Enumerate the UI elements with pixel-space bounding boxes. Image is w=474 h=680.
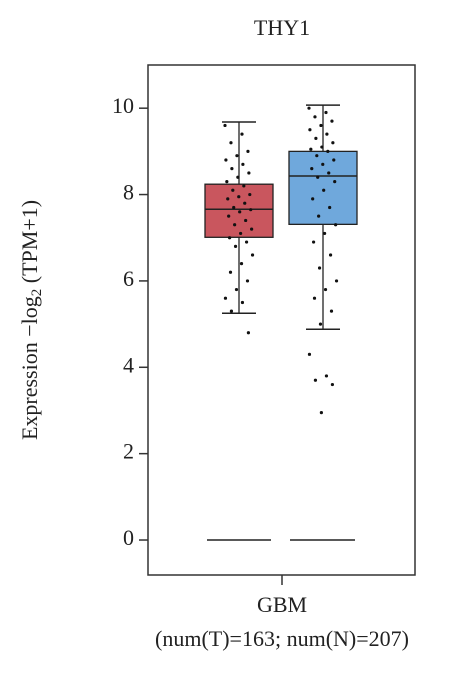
- y-tick-label: 10: [112, 93, 134, 118]
- y-tick-label: 2: [123, 439, 134, 464]
- data-point: [312, 296, 317, 300]
- subtitle: (num(T)=163; num(N)=207): [155, 626, 409, 651]
- data-point: [307, 106, 311, 110]
- data-point: [331, 141, 335, 145]
- data-point: [250, 227, 254, 231]
- data-point: [325, 132, 329, 136]
- chart-title: THY1: [254, 15, 310, 40]
- data-point: [223, 296, 228, 300]
- data-point: [236, 175, 240, 179]
- data-point: [329, 309, 334, 313]
- data-point: [228, 270, 233, 274]
- data-point: [246, 149, 250, 153]
- data-point: [229, 141, 233, 145]
- y-axis-label: Expression −log2 (TPM+1): [17, 200, 45, 440]
- data-point: [311, 197, 315, 201]
- data-point: [324, 110, 328, 115]
- y-label-sub: 2: [29, 289, 45, 297]
- data-point: [313, 115, 317, 119]
- data-point: [334, 223, 338, 227]
- data-point: [308, 128, 312, 132]
- data-point: [320, 145, 324, 149]
- data-point: [235, 154, 239, 158]
- data-point: [248, 192, 252, 197]
- data-point: [323, 287, 328, 292]
- data-point: [323, 231, 327, 236]
- data-point: [328, 205, 332, 210]
- data-point: [239, 231, 243, 236]
- data-point: [239, 262, 244, 266]
- data-point: [319, 123, 323, 128]
- data-point: [237, 195, 241, 199]
- data-point: [241, 162, 245, 166]
- data-point: [224, 158, 228, 162]
- data-point: [330, 382, 335, 387]
- data-point: [238, 210, 242, 214]
- data-point: [230, 167, 234, 171]
- data-point: [328, 253, 333, 257]
- data-point: [243, 201, 247, 205]
- data-point: [311, 240, 316, 244]
- plot-frame: [147, 64, 416, 576]
- data-point: [250, 253, 255, 257]
- data-point: [249, 208, 253, 212]
- data-point: [247, 171, 251, 175]
- data-point: [324, 374, 329, 378]
- data-point: [313, 378, 318, 382]
- data-point: [317, 266, 322, 270]
- data-point: [326, 149, 330, 153]
- data-point: [244, 240, 249, 244]
- y-tick-label: 8: [123, 180, 134, 205]
- data-point: [314, 136, 318, 141]
- y-tick-label: 0: [123, 525, 134, 550]
- data-point: [240, 132, 244, 136]
- y-label-text: Expression −log: [17, 296, 42, 440]
- data-point: [226, 197, 230, 201]
- y-tick-label: 4: [123, 352, 134, 377]
- data-point: [245, 279, 250, 283]
- data-point: [332, 158, 336, 162]
- data-point: [315, 154, 319, 158]
- data-point: [317, 214, 321, 218]
- data-point: [223, 123, 227, 128]
- data-point: [227, 236, 232, 240]
- data-point: [242, 184, 246, 188]
- data-point: [334, 279, 339, 283]
- data-point: [225, 179, 229, 184]
- data-point: [310, 167, 314, 171]
- data-point: [316, 175, 320, 179]
- data-point: [229, 309, 234, 313]
- data-point: [232, 205, 236, 210]
- data-point: [233, 244, 238, 248]
- data-point: [246, 331, 251, 335]
- data-point: [233, 223, 237, 227]
- data-point: [330, 119, 334, 123]
- y-label-text: (TPM+1): [17, 200, 42, 289]
- data-point: [244, 218, 248, 223]
- data-point: [333, 179, 337, 184]
- data-point: [321, 162, 325, 166]
- data-point: [327, 171, 331, 175]
- data-point: [309, 147, 313, 151]
- data-point: [319, 411, 323, 415]
- data-point: [307, 352, 312, 356]
- data-point: [322, 188, 326, 192]
- data-point: [234, 287, 239, 292]
- data-point: [240, 300, 245, 305]
- data-point: [231, 188, 235, 192]
- x-tick-label: GBM: [257, 592, 307, 617]
- y-tick-label: 6: [123, 266, 134, 291]
- data-point: [227, 214, 231, 218]
- box: [288, 150, 358, 225]
- data-point: [318, 322, 323, 326]
